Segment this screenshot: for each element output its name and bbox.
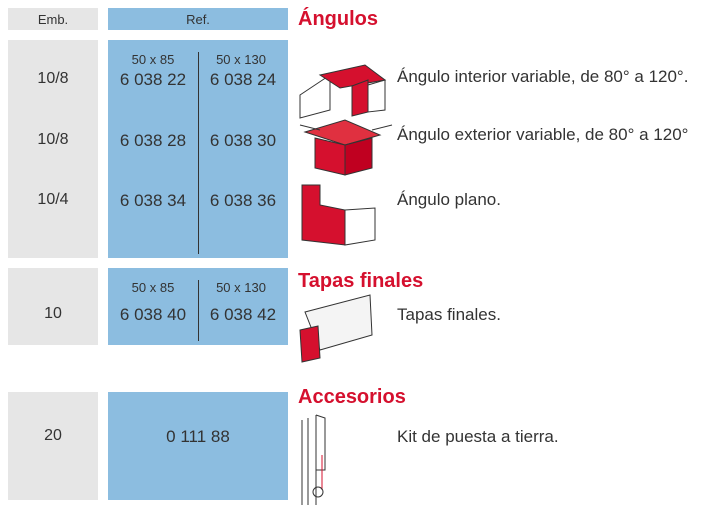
size-label: 50 x 130 bbox=[216, 280, 266, 295]
description: Tapas finales. bbox=[397, 305, 501, 324]
ref-number: 6 038 24 bbox=[209, 70, 277, 89]
section-title: Accesorios bbox=[298, 386, 406, 408]
flat-angle-icon bbox=[301, 184, 376, 246]
ref-divider bbox=[198, 52, 199, 254]
section-title: Tapas finales bbox=[298, 270, 424, 292]
description: Kit de puesta a tierra. bbox=[397, 427, 559, 446]
size-label: 50 x 85 bbox=[131, 280, 175, 295]
emb-column-bg bbox=[8, 40, 98, 258]
emb-header-bg bbox=[8, 8, 98, 30]
ref-column-bg bbox=[108, 392, 288, 500]
ref-number: 6 038 28 bbox=[119, 131, 187, 150]
emb-value: 10 bbox=[44, 305, 62, 322]
emb-column-bg bbox=[8, 268, 98, 345]
earth-kit-icon bbox=[301, 414, 326, 505]
ref-header: Ref. bbox=[186, 12, 210, 27]
ref-header-bg bbox=[108, 8, 288, 30]
emb-value: 10/4 bbox=[37, 191, 69, 208]
description: Ángulo interior variable, de 80° a 120°. bbox=[397, 67, 689, 86]
ref-number: 6 038 36 bbox=[209, 191, 277, 210]
ref-divider bbox=[198, 280, 199, 341]
emb-value: 20 bbox=[44, 427, 62, 444]
ref-number: 6 038 40 bbox=[119, 305, 187, 324]
exterior-angle-icon bbox=[299, 119, 393, 176]
emb-value: 10/8 bbox=[37, 131, 69, 148]
description: Ángulo exterior variable, de 80° a 120° bbox=[397, 125, 689, 144]
ref-number: 0 111 88 bbox=[166, 427, 230, 446]
ref-number: 6 038 30 bbox=[209, 131, 277, 150]
emb-column-bg bbox=[8, 392, 98, 500]
size-label: 50 x 85 bbox=[131, 52, 175, 67]
ref-number: 6 038 34 bbox=[119, 191, 187, 210]
emb-header: Emb. bbox=[37, 12, 69, 27]
ref-number: 6 038 42 bbox=[209, 305, 277, 324]
ref-number: 6 038 22 bbox=[119, 70, 187, 89]
description: Ángulo plano. bbox=[397, 190, 501, 209]
size-label: 50 x 130 bbox=[216, 52, 266, 67]
section-title: Ángulos bbox=[298, 8, 378, 30]
interior-angle-icon bbox=[299, 64, 387, 119]
emb-value: 10/8 bbox=[37, 70, 69, 87]
end-cap-icon bbox=[299, 294, 373, 363]
